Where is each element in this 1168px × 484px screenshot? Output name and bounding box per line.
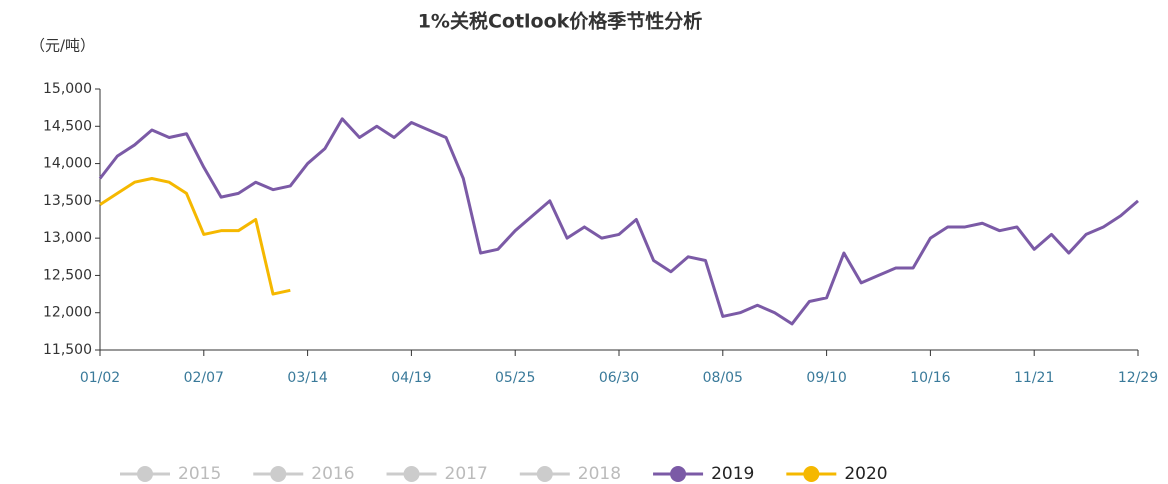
y-tick-label: 12,500 <box>43 267 92 283</box>
y-tick-label: 12,000 <box>43 305 92 321</box>
y-tick-label: 15,000 <box>43 81 92 97</box>
legend-marker <box>270 466 287 482</box>
x-tick-label: 06/30 <box>599 370 639 386</box>
legend-marker <box>803 466 820 482</box>
x-tick-label: 08/05 <box>703 370 743 386</box>
y-tick-label: 13,500 <box>43 193 92 209</box>
x-tick-label: 09/10 <box>806 370 846 386</box>
legend-label: 2017 <box>445 464 488 484</box>
legend-label: 2016 <box>311 464 354 484</box>
x-tick-label: 01/02 <box>80 370 120 386</box>
chart-title: 1%关税Cotlook价格季节性分析 <box>418 10 703 33</box>
legend-label: 2018 <box>578 464 621 484</box>
x-tick-label: 05/25 <box>495 370 535 386</box>
y-tick-label: 14,500 <box>43 118 92 134</box>
legend-marker <box>670 466 687 482</box>
x-tick-label: 02/07 <box>184 370 224 386</box>
y-tick-label: 11,500 <box>43 342 92 358</box>
x-tick-label: 10/16 <box>910 370 950 386</box>
legend-label: 2015 <box>178 464 221 484</box>
legend-label: 2020 <box>844 464 887 484</box>
y-axis-label: （元/吨） <box>30 37 95 55</box>
legend-label: 2019 <box>711 464 754 484</box>
x-tick-label: 04/19 <box>391 370 431 386</box>
line <box>99 176 291 296</box>
y-tick-label: 13,000 <box>43 230 92 246</box>
y-tick-label: 14,000 <box>43 156 92 172</box>
x-tick-label: 11/21 <box>1014 370 1054 386</box>
x-tick-label: 03/14 <box>287 370 327 386</box>
legend-marker <box>536 466 553 482</box>
line <box>98 117 1139 326</box>
legend-marker <box>403 466 420 482</box>
x-tick-label: 12/29 <box>1118 370 1158 386</box>
legend-marker <box>137 466 153 482</box>
